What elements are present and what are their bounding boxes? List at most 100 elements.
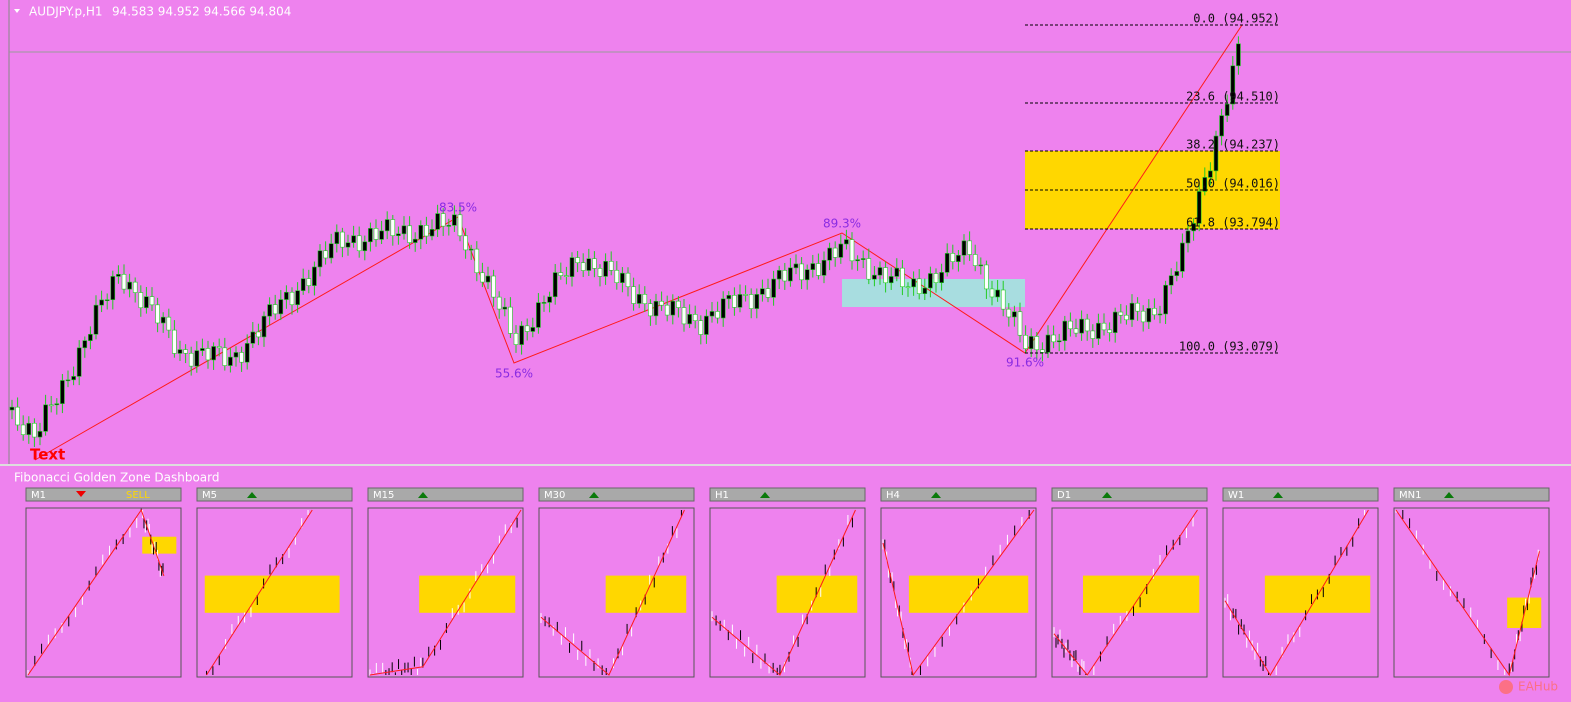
candle-body: [474, 248, 480, 274]
trend-arrow: [418, 492, 428, 498]
watermark-icon: [1499, 680, 1513, 694]
candle-body: [1062, 320, 1068, 341]
candle-body: [732, 295, 737, 308]
trend-arrow: [931, 492, 941, 498]
candle-body: [972, 254, 978, 266]
trend-arrow: [1273, 492, 1283, 498]
panel-zigzag: [1224, 509, 1369, 676]
candle-body: [827, 247, 832, 261]
candle-body: [233, 352, 239, 358]
fib-label: 38.2 (94.237): [1186, 138, 1280, 152]
candle-body: [138, 292, 144, 309]
candle-body: [872, 274, 877, 280]
candle-body: [340, 231, 345, 248]
candle-body: [155, 304, 160, 324]
panel-zigzag: [206, 509, 313, 676]
candle-body: [256, 331, 261, 338]
candle-body: [300, 278, 306, 291]
candle-body: [272, 304, 278, 315]
panel-header: [709, 487, 866, 502]
ohlc: 94.583 94.952 94.566 94.804: [112, 5, 291, 19]
candle-body: [681, 307, 687, 325]
panel-name: M1: [31, 490, 46, 501]
trend-arrow: [760, 492, 770, 498]
candle-body: [928, 273, 933, 289]
candle-body: [670, 300, 676, 316]
candle-body: [172, 329, 177, 354]
candle-body: [810, 263, 816, 270]
candle-body: [328, 243, 334, 259]
candle-body: [71, 376, 76, 381]
swing-label: 91.6%: [1006, 356, 1044, 370]
candle-body: [468, 248, 474, 251]
candle-body: [356, 235, 362, 252]
candle-body: [261, 315, 267, 338]
candle-body: [558, 272, 564, 276]
candle-body: [1068, 320, 1073, 330]
candle-body: [144, 296, 149, 309]
candle-body: [788, 267, 793, 282]
candle-body: [743, 294, 748, 296]
candle-body: [939, 272, 944, 283]
candle-body: [519, 325, 524, 345]
candle-body: [956, 254, 961, 262]
candle-body: [709, 311, 715, 317]
candle-body: [60, 380, 65, 404]
panel-zigzag: [27, 508, 165, 676]
candle-body: [435, 213, 440, 230]
fib-label: 23.6 (94.510): [1186, 90, 1280, 104]
candle-body: [401, 225, 407, 235]
trend-arrow: [1444, 492, 1454, 498]
panel-box: [1222, 507, 1379, 678]
candle-body: [1023, 334, 1028, 349]
trend-arrow: [1102, 492, 1112, 498]
candle-body: [1202, 177, 1208, 192]
candle-body: [855, 259, 860, 262]
candle-body: [407, 225, 412, 243]
candle-body: [54, 403, 60, 406]
candle-body: [1124, 314, 1129, 321]
candle-body: [664, 304, 670, 316]
candle-body: [284, 291, 289, 300]
candle-body: [222, 347, 228, 366]
candle-body: [659, 300, 664, 306]
candle-body: [289, 291, 295, 306]
candle-body: [776, 270, 782, 280]
candle-body: [1090, 330, 1096, 339]
candle-body: [804, 269, 810, 281]
candle-body: [614, 269, 620, 283]
candle-body: [984, 264, 989, 290]
candle-body: [1012, 311, 1017, 318]
candle-body: [653, 300, 659, 317]
collapse-arrow[interactable]: [14, 9, 20, 13]
candle-body: [1000, 289, 1006, 310]
candle-body: [373, 228, 379, 240]
candle-body: [950, 253, 956, 262]
candle-body: [726, 295, 732, 300]
candle-body: [1101, 322, 1107, 331]
candle-body: [720, 298, 726, 319]
candle-body: [194, 350, 200, 367]
candle-body: [1236, 43, 1241, 67]
candle-body: [905, 286, 911, 289]
candle-body: [440, 213, 446, 227]
candle-body: [737, 294, 743, 308]
panel-box: [538, 507, 695, 678]
candle-body: [894, 267, 900, 277]
candle-body: [513, 333, 519, 345]
panel-zigzag: [882, 509, 1035, 677]
fib-label: 0.0 (94.952): [1193, 12, 1280, 26]
candle-body: [760, 288, 765, 295]
candle-body: [592, 258, 597, 269]
candle-body: [211, 346, 216, 361]
candle-body: [429, 229, 435, 237]
candle-body: [160, 316, 166, 324]
candle-body: [1180, 242, 1185, 272]
panel-header: [1222, 487, 1379, 502]
candle-body: [26, 422, 32, 435]
candle-body: [782, 270, 788, 282]
panel-name: H4: [886, 490, 900, 501]
candle-body: [312, 266, 317, 286]
candle-body: [597, 268, 603, 277]
